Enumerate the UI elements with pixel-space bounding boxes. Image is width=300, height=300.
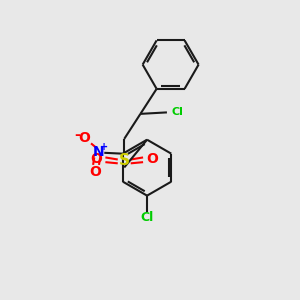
Text: +: + (100, 142, 108, 152)
Text: S: S (119, 154, 130, 169)
Text: O: O (89, 165, 101, 179)
Text: -: - (74, 128, 80, 142)
Text: N: N (93, 145, 105, 159)
Text: Cl: Cl (171, 107, 183, 117)
Text: Cl: Cl (140, 211, 154, 224)
Text: O: O (91, 152, 103, 166)
Text: O: O (146, 152, 158, 166)
Text: O: O (78, 131, 90, 145)
